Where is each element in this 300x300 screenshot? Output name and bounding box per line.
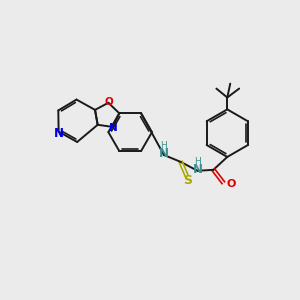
Text: N: N [109, 123, 118, 134]
Text: O: O [104, 97, 113, 107]
Text: N: N [159, 148, 169, 160]
Text: N: N [193, 163, 202, 176]
Text: N: N [54, 127, 64, 140]
Text: H: H [194, 157, 201, 166]
Text: H: H [160, 141, 167, 150]
Text: S: S [183, 174, 192, 187]
Text: O: O [226, 179, 236, 189]
